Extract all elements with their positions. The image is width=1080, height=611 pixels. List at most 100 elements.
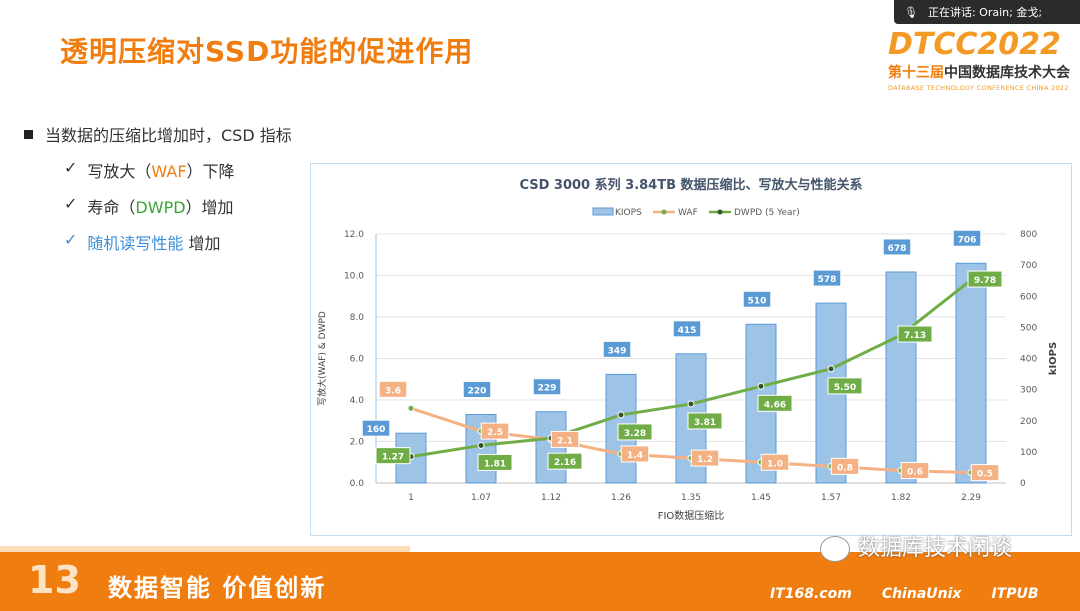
bullet-text: 增加 — [183, 234, 221, 253]
dwpd-label: 2.16 — [554, 458, 576, 468]
y2-tick-label: 700 — [1020, 261, 1037, 271]
kiops-label: 510 — [748, 296, 767, 306]
wechat-text: 数据库技术闲谈 — [858, 536, 1013, 561]
kiops-label-box — [532, 378, 562, 396]
waf-label: 0.8 — [837, 463, 853, 473]
slogan: 数据智能 价值创新 — [108, 574, 327, 602]
dwpd-point — [617, 411, 625, 419]
partner-it168: IT168.com — [770, 586, 852, 602]
y2-tick-label: 300 — [1020, 386, 1037, 396]
dwpd-point — [757, 382, 765, 390]
kiops-label: 678 — [888, 244, 907, 254]
footer: 13 数据智能 价值创新 IT168.com ChinaUnix ITPUB — [0, 552, 1080, 611]
kiops-bar — [955, 262, 987, 484]
waf-label-box — [830, 457, 860, 475]
logo-en: DATABASE TECHNOLOGY CONFERENCE CHINA 202… — [888, 84, 1069, 92]
legend-kiops: KIOPS — [615, 208, 642, 218]
waf-label-box — [550, 430, 580, 448]
bullet-highlight: DWPD — [135, 198, 186, 217]
y2-tick-label: 500 — [1020, 323, 1037, 333]
kiops-label-box — [602, 340, 632, 358]
waf-label: 0.6 — [907, 468, 923, 478]
x-tick-label: 1.26 — [611, 493, 631, 503]
y-tick-label: 4.0 — [350, 396, 365, 406]
y2-tick-label: 200 — [1020, 417, 1037, 427]
kiops-label: 578 — [818, 275, 837, 285]
microphone-icon: 🎙 — [904, 5, 918, 19]
y-tick-label: 12.0 — [344, 230, 364, 240]
dwpd-label-box — [617, 423, 653, 441]
legend-waf-marker — [661, 209, 667, 215]
partner-itpub: ITPUB — [991, 586, 1039, 602]
speaker-text: 正在讲话: Orain; 金戈; — [927, 6, 1043, 19]
legend-dwpd-marker — [717, 209, 723, 215]
y-tick-label: 6.0 — [350, 355, 365, 365]
dwpd-label: 7.13 — [904, 331, 926, 341]
x-tick-label: 1.57 — [821, 493, 841, 503]
waf-label-box — [970, 464, 1000, 482]
x-tick-label: 1.12 — [541, 493, 561, 503]
dwpd-label-box — [375, 447, 411, 465]
dwpd-label-box — [757, 394, 793, 412]
waf-label-box — [378, 380, 408, 398]
check-icon: ✓ — [64, 194, 78, 213]
chart: CSD 3000 系列 3.84TB 数据压缩比、写放大与性能关系 KIOPS WA… — [316, 177, 1059, 522]
dwpd-label-box — [687, 412, 723, 430]
y-tick-label: 8.0 — [350, 313, 365, 323]
waf-label-box — [620, 445, 650, 463]
kiops-bar — [885, 271, 917, 484]
check-icon: ✓ — [64, 158, 78, 177]
bullet-text: 随机读写性能 — [87, 234, 184, 253]
check-icon: ✓ — [64, 230, 78, 249]
waf-label: 0.5 — [977, 470, 993, 480]
chart-container: CSD 3000 系列 3.84TB 数据压缩比、写放大与性能关系 KIOPS WA… — [310, 163, 1072, 536]
kiops-label-box — [812, 269, 842, 287]
kiops-label-box — [742, 290, 772, 308]
x-tick-label: 1.07 — [471, 493, 491, 503]
dwpd-label: 1.27 — [382, 453, 404, 463]
dwpd-label-box — [827, 377, 863, 395]
wechat-watermark: 数据库技术闲谈 — [820, 536, 1012, 562]
dwpd-label: 3.81 — [694, 418, 716, 428]
bullet-text: 写放大（ — [87, 162, 152, 181]
13th-logo: 13 — [28, 558, 81, 602]
dwpd-label-box — [547, 452, 583, 470]
logo-big: DTCC2022 — [888, 27, 1061, 62]
y2-tick-label: 800 — [1020, 230, 1037, 240]
x-tick-label: 1.45 — [751, 493, 771, 503]
dwpd-point — [477, 441, 485, 449]
kiops-label: 229 — [538, 384, 557, 394]
speaking-indicator: 🎙 正在讲话: Orain; 金戈; — [894, 0, 1080, 24]
dwpd-point — [687, 400, 695, 408]
kiops-label: 706 — [958, 235, 977, 245]
waf-label-box — [480, 422, 510, 440]
y2-tick-label: 100 — [1020, 448, 1037, 458]
page-title: 透明压缩对SSD功能的促进作用 — [60, 35, 474, 68]
logo-cn-prefix: 第十三届 — [888, 65, 944, 81]
legend-dwpd: DWPD (5 Year) — [734, 208, 800, 218]
kiops-label-box — [361, 419, 391, 437]
kiops-label-box — [462, 381, 492, 399]
x-tick-label: 1 — [408, 493, 414, 503]
bullet-text: ）增加 — [185, 198, 234, 217]
square-bullet-icon — [24, 129, 33, 139]
footer-stripe — [0, 546, 410, 553]
dtcc-logo: DTCC2022 第十三届中国数据库技术大会 DATABASE TECHNOLO… — [888, 27, 1078, 93]
y2-tick-label: 0 — [1020, 479, 1026, 489]
dwpd-label: 1.81 — [484, 459, 506, 469]
y-axis-title: 写放大(WAF) & DWPD — [316, 311, 328, 406]
bullet-main: 当数据的压缩比增加时，CSD 指标 — [45, 126, 292, 145]
waf-label: 1.0 — [767, 459, 783, 469]
y2-tick-label: 400 — [1020, 355, 1037, 365]
waf-label-box — [900, 462, 930, 480]
dwpd-label: 9.78 — [974, 276, 996, 286]
legend-waf: WAF — [678, 208, 698, 218]
bullet-list: 当数据的压缩比增加时，CSD 指标 ✓ 写放大（WAF）下降 ✓ 寿命（DWPD）增… — [24, 122, 292, 266]
waf-label: 1.2 — [697, 455, 713, 465]
kiops-label-box — [882, 238, 912, 256]
bullet-item: ✓ 寿命（DWPD）增加 — [64, 194, 292, 218]
waf-point — [407, 404, 415, 412]
bullet-item: ✓ 随机读写性能 增加 — [64, 230, 292, 254]
dwpd-label: 4.66 — [764, 400, 786, 410]
bullet-item: ✓ 写放大（WAF）下降 — [64, 158, 292, 182]
